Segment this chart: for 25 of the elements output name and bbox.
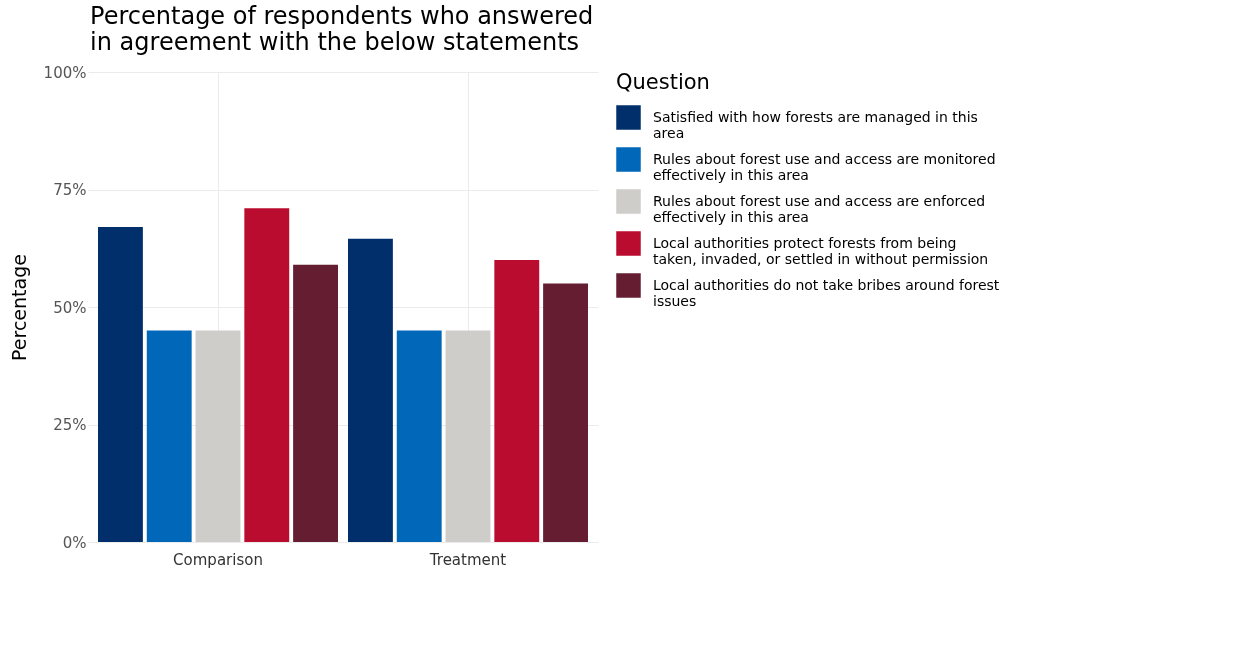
bar [348, 238, 393, 542]
bar [146, 330, 192, 542]
y-axis-title: Percentage [7, 254, 30, 361]
legend-label: Local authorities do not take bribes around forest issues [653, 276, 1000, 309]
y-tick-label: 25% [53, 416, 87, 434]
legend-label: Rules about forest use and access are monitored effectively in this area [653, 150, 996, 183]
x-tick-label: Treatment [428, 550, 507, 569]
bar [494, 260, 540, 542]
legend-title: Question [616, 70, 710, 94]
x-tick-label: Comparison [173, 550, 263, 569]
bar [543, 283, 588, 542]
bar [195, 330, 241, 542]
bar [445, 330, 491, 542]
bar [98, 227, 143, 542]
y-tick-label: 0% [62, 533, 87, 552]
y-tick-label: 75% [53, 181, 87, 199]
bar [396, 330, 442, 542]
bar [293, 264, 338, 542]
y-tick-label: 100% [43, 63, 87, 82]
bar [244, 208, 290, 542]
legend-label: Satisfied with how forests are managed in this area [653, 108, 978, 141]
legend-label: Local authorities protect forests from being taken, invaded, or settled in without permission [653, 234, 989, 267]
legend-label: Rules about forest use and access are enforced effectively in this area [653, 192, 986, 225]
y-tick-label: 50% [53, 298, 87, 317]
chart-title: Percentage of respondents who answered in agreement with the below statements [90, 2, 594, 56]
